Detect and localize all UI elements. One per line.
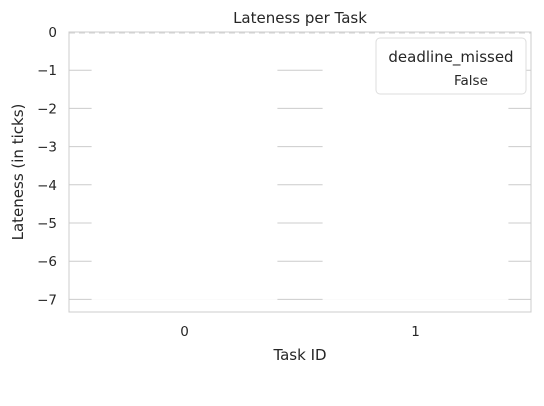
y-tick-label: −2 bbox=[37, 101, 57, 117]
legend-title: deadline_missed bbox=[388, 48, 513, 67]
y-tick-label: −1 bbox=[37, 63, 57, 79]
y-tick-label: −4 bbox=[37, 178, 57, 194]
legend-entry-false: False bbox=[454, 73, 488, 89]
y-axis-label: Lateness (in ticks) bbox=[9, 104, 27, 241]
x-axis-label: Task ID bbox=[272, 346, 326, 364]
y-tick-label: −5 bbox=[37, 216, 57, 232]
y-tick-label: −3 bbox=[37, 140, 57, 156]
legend-swatch-false bbox=[398, 75, 426, 85]
y-tick-label: −7 bbox=[37, 292, 57, 308]
y-tick-label: 0 bbox=[48, 25, 57, 41]
y-tick-label: −6 bbox=[37, 254, 57, 270]
bar-task-0 bbox=[92, 32, 277, 299]
x-tick-label: 1 bbox=[411, 324, 420, 340]
legend: deadline_missed False bbox=[376, 38, 526, 94]
x-tick-label: 0 bbox=[180, 324, 189, 340]
chart-title: Lateness per Task bbox=[233, 9, 367, 27]
y-tick-labels: 0 −1 −2 −3 −4 −5 −6 −7 bbox=[37, 25, 57, 308]
legend-box bbox=[376, 38, 526, 94]
